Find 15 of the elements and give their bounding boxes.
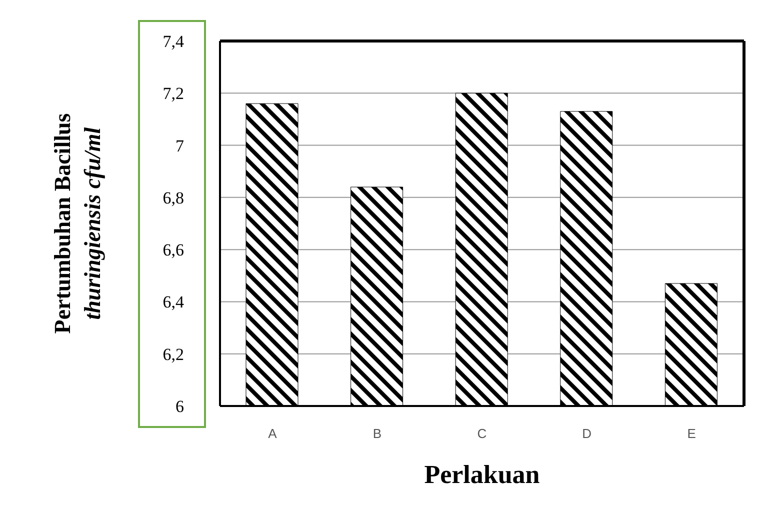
- x-tick-label: C: [477, 426, 487, 442]
- y-tick-label: 7,2: [162, 84, 184, 104]
- y-tick-label: 6,2: [162, 344, 184, 364]
- y-tick-label: 7,4: [162, 32, 184, 52]
- y-tick-label: 6: [176, 397, 184, 416]
- x-tick-label: B: [372, 426, 382, 442]
- x-axis-title: Perlakuan: [424, 460, 540, 489]
- y-tick-label: 6,4: [162, 292, 184, 312]
- x-tick-label: A: [268, 426, 278, 442]
- x-tick-label: D: [582, 426, 592, 442]
- y-axis-title: Pertumbuhan Bacillus thuringiensis cfu/ml: [50, 113, 105, 334]
- y-tick-label: 7: [176, 136, 184, 156]
- y-tick-label: 6,8: [162, 188, 184, 208]
- y-tick-label: 6,6: [162, 240, 184, 260]
- x-tick-label: E: [687, 426, 696, 442]
